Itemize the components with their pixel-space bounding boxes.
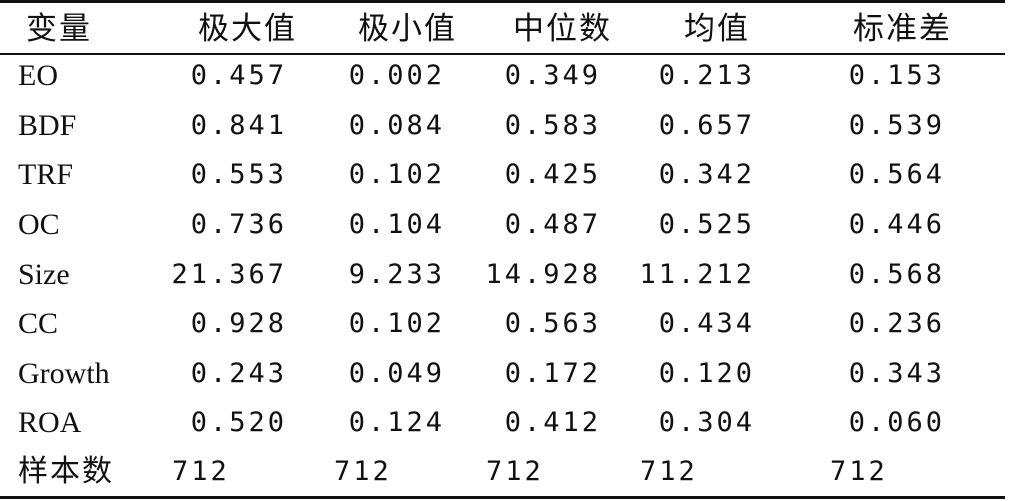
header-row: 变量 极大值 极小值 中位数 均值 标准差 [0, 4, 1005, 54]
table-row: CC 0.928 0.102 0.563 0.434 0.236 [0, 299, 1005, 349]
sample-size-median: 712 [486, 456, 544, 487]
header-median: 中位数 [513, 11, 612, 47]
cell-std: 0.568 [848, 259, 945, 290]
cell-max: 0.736 [190, 209, 287, 240]
row-label: Size [18, 258, 70, 291]
row-label: Growth [18, 357, 110, 390]
cell-median: 0.349 [504, 60, 601, 91]
header-variable: 变量 [26, 11, 92, 47]
cell-mean: 0.434 [658, 308, 755, 339]
row-label: BDF [18, 109, 77, 142]
cell-mean: 0.657 [658, 110, 755, 141]
header-min: 极小值 [358, 11, 457, 47]
header-rule [0, 53, 1005, 55]
cell-mean: 0.342 [658, 159, 755, 190]
cell-min: 0.104 [348, 209, 445, 240]
cell-min: 0.049 [348, 358, 445, 389]
header-std: 标准差 [853, 11, 952, 47]
cell-min: 0.084 [348, 110, 445, 141]
table-row: EO 0.457 0.002 0.349 0.213 0.153 [0, 51, 1005, 101]
cell-min: 0.002 [348, 60, 445, 91]
cell-max: 0.457 [190, 60, 287, 91]
cell-mean: 11.212 [639, 259, 755, 290]
header-mean: 均值 [684, 11, 750, 47]
sample-size-mean: 712 [640, 456, 698, 487]
cell-max: 0.520 [190, 407, 287, 438]
cell-std: 0.343 [848, 358, 945, 389]
cell-max: 21.367 [171, 259, 287, 290]
bottom-rule [0, 496, 1005, 499]
cell-std: 0.564 [848, 159, 945, 190]
row-label: CC [18, 307, 59, 340]
cell-mean: 0.120 [658, 358, 755, 389]
cell-mean: 0.304 [658, 407, 755, 438]
row-label: EO [18, 59, 58, 92]
cell-min: 9.233 [348, 259, 445, 290]
cell-median: 0.412 [504, 407, 601, 438]
sample-size-label: 样本数 [18, 454, 114, 489]
cell-max: 0.928 [190, 308, 287, 339]
sample-size-max: 712 [172, 456, 230, 487]
cell-median: 0.172 [504, 358, 601, 389]
table-row: Size 21.367 9.233 14.928 11.212 0.568 [0, 250, 1005, 300]
sample-size-std: 712 [830, 456, 888, 487]
header-max: 极大值 [198, 11, 297, 47]
cell-median: 14.928 [485, 259, 601, 290]
cell-std: 0.539 [848, 110, 945, 141]
cell-median: 0.563 [504, 308, 601, 339]
table-row: ROA 0.520 0.124 0.412 0.304 0.060 [0, 398, 1005, 448]
cell-median: 0.487 [504, 209, 601, 240]
table-row: TRF 0.553 0.102 0.425 0.342 0.564 [0, 150, 1005, 200]
cell-max: 0.243 [190, 358, 287, 389]
cell-mean: 0.213 [658, 60, 755, 91]
cell-max: 0.841 [190, 110, 287, 141]
cell-std: 0.060 [848, 407, 945, 438]
cell-std: 0.153 [848, 60, 945, 91]
top-rule [0, 0, 1005, 3]
table-row: Growth 0.243 0.049 0.172 0.120 0.343 [0, 349, 1005, 399]
table-row: OC 0.736 0.104 0.487 0.525 0.446 [0, 200, 1005, 250]
table-row: BDF 0.841 0.084 0.583 0.657 0.539 [0, 101, 1005, 151]
cell-median: 0.425 [504, 159, 601, 190]
sample-size-min: 712 [334, 456, 392, 487]
cell-median: 0.583 [504, 110, 601, 141]
cell-std: 0.236 [848, 308, 945, 339]
cell-min: 0.124 [348, 407, 445, 438]
cell-mean: 0.525 [658, 209, 755, 240]
row-label: OC [18, 208, 60, 241]
sample-size-row: 样本数 712 712 712 712 712 [0, 447, 1005, 497]
cell-min: 0.102 [348, 159, 445, 190]
row-label: TRF [18, 158, 74, 191]
row-label: ROA [18, 406, 82, 439]
cell-max: 0.553 [190, 159, 287, 190]
cell-std: 0.446 [848, 209, 945, 240]
cell-min: 0.102 [348, 308, 445, 339]
